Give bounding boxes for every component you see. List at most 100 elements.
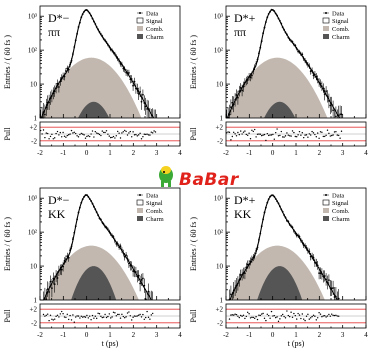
data-point [230, 106, 232, 108]
pull-point [114, 312, 116, 314]
data-point [80, 16, 83, 19]
plot-area [40, 194, 180, 303]
data-point [262, 218, 264, 221]
data-point [238, 90, 241, 93]
pull-point [103, 316, 105, 318]
x-tick-label: 2 [318, 331, 322, 339]
pull-point [231, 314, 233, 316]
y-tick-label: 10 [30, 263, 38, 271]
y-tick-label: 10 [216, 263, 224, 271]
data-point [105, 41, 108, 44]
pull-point [96, 317, 98, 320]
pull-point [307, 136, 309, 138]
legend-comb-swatch [137, 26, 143, 31]
pull-point [58, 316, 60, 318]
data-point [290, 40, 292, 42]
pull-point [249, 317, 252, 319]
data-point [44, 113, 46, 116]
pull-point [135, 315, 137, 318]
pull-point [277, 135, 280, 137]
pull-point [238, 316, 240, 319]
pull-point [247, 311, 249, 314]
data-point [115, 55, 118, 58]
pull-point [49, 135, 52, 138]
data-point [102, 223, 105, 226]
data-point [312, 256, 315, 259]
pull-point [126, 312, 129, 314]
charm-area [226, 266, 366, 300]
pull-point [304, 319, 306, 322]
data-point [244, 81, 246, 84]
pull-point [91, 130, 94, 132]
data-point [152, 301, 154, 303]
pull-point [258, 133, 260, 135]
pull-point [41, 133, 43, 135]
data-point [93, 20, 95, 23]
data-point [249, 76, 252, 79]
data-point [276, 14, 278, 17]
data-point [133, 270, 136, 273]
data-point [130, 78, 133, 80]
pull-point [291, 130, 294, 132]
data-point [119, 62, 122, 65]
pull-point [263, 133, 266, 136]
pull-point [129, 130, 131, 133]
data-point [114, 53, 116, 55]
data-point [137, 92, 140, 95]
pull-point [328, 132, 330, 135]
y-tick-label: 10 [30, 81, 38, 89]
pull-point [49, 314, 52, 316]
data-point [263, 211, 266, 214]
data-point [287, 36, 290, 39]
data-point [77, 26, 80, 28]
data-point [231, 301, 233, 303]
data-point [237, 282, 239, 285]
pull-point [115, 315, 118, 317]
data-point [70, 59, 73, 62]
pull-point [266, 133, 268, 135]
legend-label: Comb. [146, 208, 164, 215]
pull-axis-label: Pull [189, 309, 198, 323]
pull-tick-label: +2 [30, 306, 38, 314]
y-tick-label: 1 [220, 297, 224, 305]
pull-point [269, 134, 271, 136]
pull-point [244, 317, 246, 320]
data-point [272, 194, 274, 197]
pull-point [249, 138, 252, 140]
legend-comb-swatch [323, 26, 329, 31]
pull-point [329, 315, 331, 317]
pull-point [136, 135, 138, 137]
data-point [251, 74, 253, 77]
y-tick-label: 10 [216, 81, 224, 89]
data-point [67, 68, 70, 71]
data-point [112, 51, 115, 54]
pull-point [133, 315, 136, 317]
pull-tick-label: -2 [31, 137, 37, 145]
pull-point [314, 133, 316, 136]
pull-point [300, 134, 302, 136]
data-point [136, 87, 139, 90]
data-point [100, 218, 102, 221]
data-point [86, 9, 88, 11]
pull-point [333, 314, 336, 317]
pull-point [105, 316, 108, 319]
data-point [116, 57, 119, 60]
pull-point [104, 313, 106, 316]
pull-point [138, 134, 140, 136]
data-point [234, 287, 236, 289]
pull-point [51, 318, 53, 320]
pull-point [287, 314, 289, 317]
legend-label: Charm [332, 216, 350, 223]
pull-point [147, 316, 150, 319]
pull-point [132, 316, 134, 318]
pull-point [115, 135, 118, 137]
data-point [108, 45, 111, 48]
pull-point [319, 131, 322, 133]
legend-label: Charm [332, 34, 350, 41]
pull-point [282, 313, 284, 316]
pull-point [234, 133, 236, 135]
pull-point [262, 134, 264, 136]
data-point [111, 49, 113, 52]
pull-point [136, 315, 138, 317]
